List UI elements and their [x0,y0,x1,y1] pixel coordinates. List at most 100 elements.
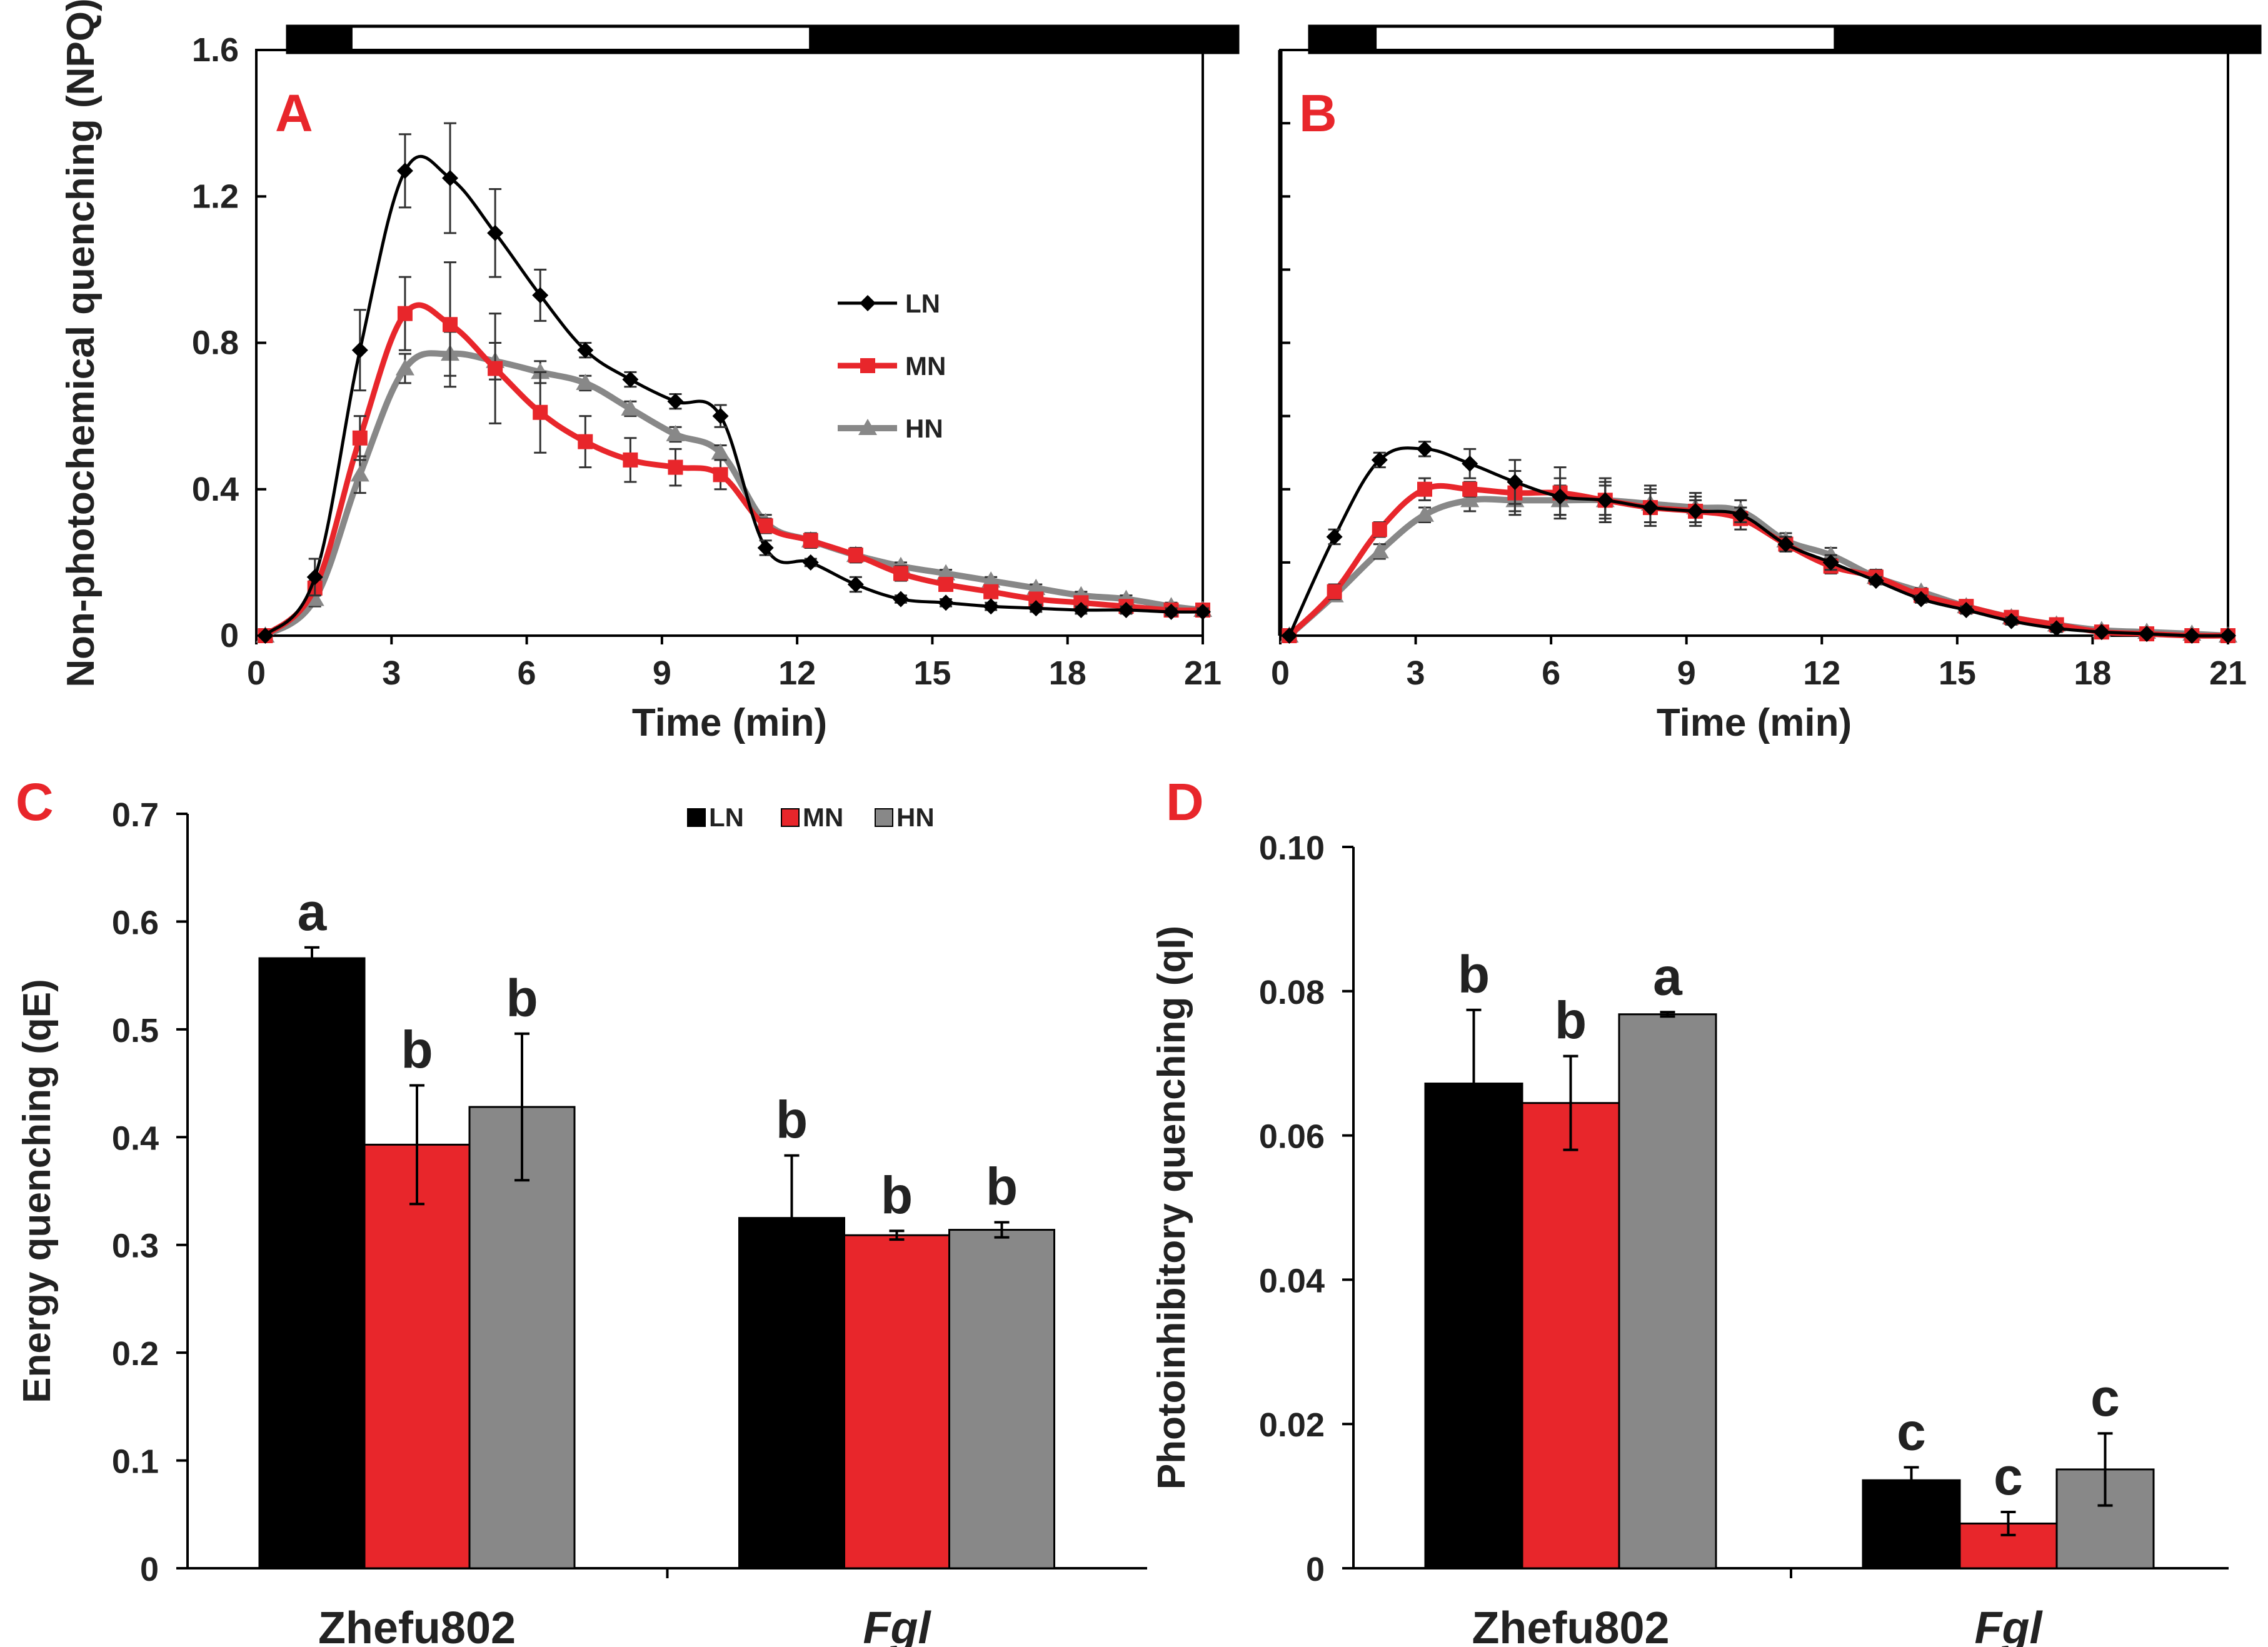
legend-swatch [875,808,893,827]
data-point [1026,578,1046,595]
data-point [443,317,458,333]
data-point [1687,503,1704,519]
data-point [758,518,773,534]
y-tick-label: 0.06 [1259,1118,1325,1156]
light-dark-bar [286,24,1240,54]
data-point [1913,591,1930,608]
data-point [306,569,323,586]
x-tick-label: 0 [1271,654,1290,692]
series-ln [1281,441,2236,644]
light-bar-light [1373,24,1837,54]
data-point [803,533,818,548]
x-axis-label: Time (min) [1657,701,1852,744]
data-point [848,548,863,563]
y-axis-label: Photoinhibitory quenching (qI) [1150,926,1193,1489]
significance-letter: c [1994,1447,2023,1506]
legend-swatch [687,808,706,827]
legend-marker [860,358,875,373]
data-point [621,399,640,416]
x-tick-label: 9 [1677,654,1696,692]
data-point [1028,600,1045,617]
data-point [1822,554,1839,571]
y-tick-label: 0.8 [192,324,239,362]
data-point [623,452,638,468]
data-point [2048,620,2065,637]
data-point [1415,505,1435,522]
data-point [1462,455,1478,472]
data-point [666,424,685,441]
data-point [1371,451,1388,468]
legend-marker [858,419,877,435]
y-tick-label: 0.1 [112,1443,159,1481]
category-label: Zhefu802 [318,1603,516,1647]
panel-letter: A [275,84,313,143]
chart-panel-b: 0 3 6 9 12 15 18 21 Time (min) B [1271,24,2262,744]
data-point [1552,488,1568,505]
category-group: a b b Zhefu802 [258,883,576,1647]
bar-mn [843,1234,950,1569]
legend-swatch [781,808,800,827]
data-point [257,628,274,644]
bar-ln [1424,1083,1523,1569]
y-tick-label: 1.2 [192,178,239,215]
data-point [533,404,548,420]
y-tick-label: 0 [1306,1551,1325,1588]
data-point [892,591,909,608]
y-tick-label: 0.08 [1259,974,1325,1011]
bar-mn [1521,1102,1620,1569]
y-tick-label: 0.4 [112,1119,159,1157]
data-point [397,306,413,321]
data-point [802,554,819,571]
data-point [981,571,1001,588]
series-hn [1280,481,2237,643]
chart-panel-a: 0 0.4 0.8 1.2 1.6 0 3 6 9 12 15 18 21 Time (min) Non-p… [59,0,1240,744]
data-point [713,467,728,483]
category-label: Fgl [863,1603,932,1647]
significance-letter: b [506,969,538,1028]
data-point [1732,506,1749,523]
bar-mn [363,1143,471,1569]
data-point [1417,441,1433,458]
legend-label: HN [896,803,935,832]
bar-hn [468,1106,576,1569]
data-point [622,371,639,388]
data-point [712,408,729,424]
y-tick-label: 0.02 [1259,1406,1325,1444]
panel-letter: B [1299,84,1337,143]
significance-letter: a [298,883,328,941]
series-line [263,350,1203,639]
significance-letter: b [1458,945,1490,1004]
series-mn [1282,466,2235,643]
significance-letter: b [401,1021,433,1079]
data-point [1417,481,1433,497]
chart-panel-d: 0 0.02 0.04 0.06 0.08 0.10 Photoinhibitory que… [1150,773,2229,1647]
series-ln [257,122,1211,644]
data-point [488,361,503,376]
data-point [2220,628,2236,644]
data-point [938,577,954,593]
data-point [396,163,413,179]
data-point [667,393,684,410]
data-point [2003,613,2020,629]
data-point [983,584,999,599]
y-tick-label: 0.10 [1259,829,1325,867]
legend-label: MN [905,351,946,381]
panel-letter: C [16,773,54,831]
data-point [531,363,550,379]
data-point [1958,602,1975,619]
data-point [2139,626,2155,643]
series-line [1288,446,2229,638]
light-bar-light [349,24,813,54]
x-tick-label: 3 [1407,654,1425,692]
x-tick-label: 6 [1542,654,1560,692]
legend-marker [860,295,876,311]
category-label: Zhefu802 [1472,1603,1669,1647]
x-tick-label: 0 [247,654,266,692]
y-tick-label: 0.6 [112,904,159,941]
data-point [1462,481,1478,497]
x-tick-label: 18 [1049,654,1086,692]
x-axis-label: Time (min) [632,701,827,744]
legend-label: HN [905,414,943,443]
light-bar-dark [1834,24,2262,54]
category-group: b b b Fgl [738,1091,1055,1647]
